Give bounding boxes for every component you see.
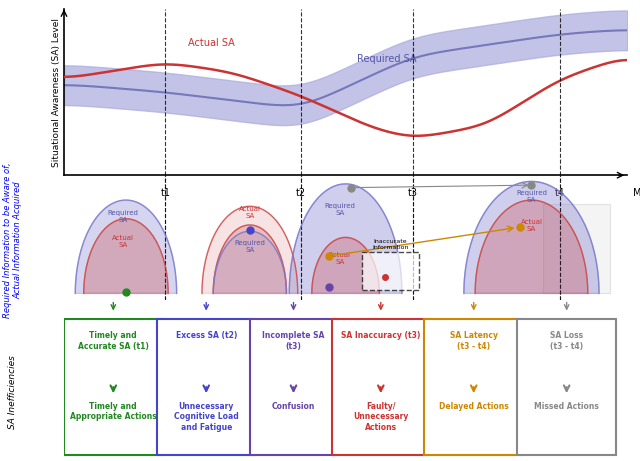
- Text: SA Inefficiencies: SA Inefficiencies: [8, 355, 17, 429]
- Text: SA Loss
(t3 - t4): SA Loss (t3 - t4): [550, 331, 583, 350]
- FancyBboxPatch shape: [157, 319, 255, 455]
- FancyBboxPatch shape: [64, 319, 163, 455]
- Text: Incomplete SA
(t3): Incomplete SA (t3): [262, 331, 324, 350]
- Polygon shape: [202, 207, 298, 294]
- Text: Excess SA (t2): Excess SA (t2): [175, 331, 237, 340]
- Text: Required Information to be Aware of,
Actual Information Acquired: Required Information to be Aware of, Act…: [3, 162, 22, 318]
- Polygon shape: [84, 219, 168, 294]
- FancyBboxPatch shape: [424, 319, 523, 455]
- Text: Unnecessary
Cognitive Load
and Fatigue: Unnecessary Cognitive Load and Fatigue: [174, 402, 239, 432]
- Text: t3: t3: [408, 189, 418, 198]
- Text: Required
SA: Required SA: [108, 210, 139, 223]
- Text: Mission Timeline: Mission Timeline: [633, 189, 640, 198]
- Text: Timely and
Appropriate Actions: Timely and Appropriate Actions: [70, 402, 157, 421]
- Polygon shape: [312, 237, 380, 294]
- Text: Delayed Actions: Delayed Actions: [439, 402, 509, 411]
- Text: Timely and
Accurate SA (t1): Timely and Accurate SA (t1): [78, 331, 148, 350]
- Text: Actual
SA: Actual SA: [239, 207, 261, 219]
- Polygon shape: [76, 200, 177, 294]
- Text: Actual
SA: Actual SA: [520, 219, 543, 232]
- Text: t4: t4: [555, 189, 564, 198]
- Y-axis label: Situational Awareness (SA) Level: Situational Awareness (SA) Level: [52, 18, 61, 167]
- Text: Required SA: Required SA: [357, 54, 417, 65]
- Polygon shape: [213, 231, 287, 294]
- Text: Inaccurate
Information: Inaccurate Information: [372, 239, 409, 250]
- Text: t2: t2: [296, 189, 306, 198]
- Polygon shape: [464, 182, 599, 294]
- Text: Actual
SA: Actual SA: [329, 252, 351, 266]
- Polygon shape: [289, 184, 402, 294]
- FancyBboxPatch shape: [517, 319, 616, 455]
- Text: Actual SA: Actual SA: [188, 38, 235, 48]
- FancyBboxPatch shape: [250, 319, 337, 455]
- Polygon shape: [475, 200, 588, 294]
- Text: Required
SA: Required SA: [516, 190, 547, 203]
- Text: SA Inaccuracy (t3): SA Inaccuracy (t3): [341, 331, 420, 340]
- FancyBboxPatch shape: [543, 204, 611, 294]
- Text: Missed Actions: Missed Actions: [534, 402, 599, 411]
- FancyBboxPatch shape: [362, 252, 419, 290]
- FancyBboxPatch shape: [332, 319, 430, 455]
- Text: t1: t1: [161, 189, 170, 198]
- Text: SA Latency
(t3 - t4): SA Latency (t3 - t4): [450, 331, 498, 350]
- Text: Actual
SA: Actual SA: [112, 235, 134, 248]
- Text: Faulty/
Unnecessary
Actions: Faulty/ Unnecessary Actions: [353, 402, 408, 432]
- Text: Required
SA: Required SA: [324, 202, 355, 216]
- Text: Required
SA: Required SA: [234, 240, 266, 253]
- Polygon shape: [213, 225, 287, 294]
- Text: Confusion: Confusion: [272, 402, 315, 411]
